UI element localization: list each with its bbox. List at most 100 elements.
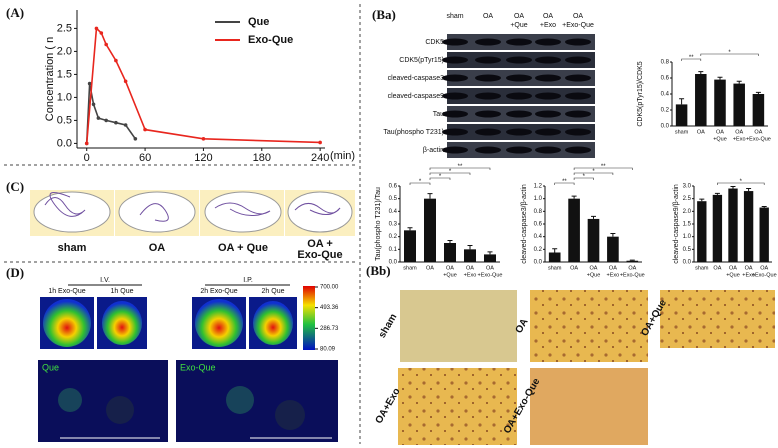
band	[506, 128, 532, 136]
blot-column-label: OA	[573, 13, 583, 20]
band	[506, 56, 532, 64]
x-tick-label: OA	[729, 265, 737, 271]
blot-row-label: cleaved-caspase3	[388, 75, 445, 82]
point	[318, 140, 322, 145]
blot-row-label: β-actin	[423, 147, 444, 154]
band	[535, 56, 561, 64]
band	[565, 74, 591, 82]
y-tick-label: 2.0	[57, 45, 72, 57]
significance-bracket	[700, 53, 759, 56]
blot-row-label: CDK5(pTyr15)	[399, 57, 444, 64]
panel-label: (D)	[6, 265, 24, 280]
y-tick-label: 1.5	[57, 68, 72, 80]
panel-label: (C)	[6, 179, 24, 194]
error-bar	[427, 193, 433, 199]
band	[475, 110, 501, 118]
bar	[626, 260, 639, 262]
y-tick-label: 0.2	[389, 234, 398, 240]
significance-bracket	[429, 177, 451, 180]
band	[442, 74, 468, 82]
histology-image	[530, 368, 648, 445]
x-tick-label: OA	[446, 265, 454, 271]
significance-bracket	[717, 182, 765, 185]
legend-label: Exo-Que	[248, 34, 293, 46]
maze-label: Exo-Que	[297, 249, 342, 261]
point	[104, 42, 108, 47]
colorbar	[303, 286, 315, 350]
cell	[275, 400, 305, 430]
y-tick-label: 2.0	[683, 209, 692, 215]
significance-bracket	[409, 182, 431, 185]
fluorescence-label: Exo-Que	[180, 362, 216, 372]
blot-row-label: cleaved-caspase9	[388, 93, 445, 100]
error-bar	[407, 227, 413, 231]
y-tick-label: 0.0	[661, 124, 670, 130]
band	[506, 74, 532, 82]
band	[475, 38, 501, 46]
significance-label: *	[740, 179, 743, 185]
band	[565, 128, 591, 136]
y-tick-label: 1.0	[534, 196, 543, 202]
maze-images	[30, 190, 355, 236]
bar	[714, 79, 726, 126]
bar	[607, 236, 619, 262]
maze-label: OA +	[307, 238, 333, 250]
point	[123, 123, 128, 127]
band	[565, 110, 591, 118]
x-tick-label: +Que	[726, 272, 740, 278]
x-tick-label: OA	[570, 265, 578, 271]
legend-label: Que	[248, 16, 269, 28]
bar	[697, 201, 707, 262]
track	[139, 203, 169, 222]
x-tick-label: OA	[628, 265, 636, 271]
x-tick-label: 0	[84, 152, 90, 164]
heat-signal	[253, 301, 293, 345]
bar	[464, 249, 476, 262]
colorbar-label: 286.73	[320, 326, 339, 332]
significance-label: *	[439, 174, 442, 180]
y-axis-label: cleaved-caspase3/β-actin	[521, 184, 528, 264]
x-tick-label: +Exo-Que	[752, 272, 777, 278]
y-axis-label: Concentration ( n	[44, 37, 56, 121]
route-label: I.V.	[100, 277, 110, 284]
x-tick-label: sham	[403, 265, 417, 271]
band	[475, 56, 501, 64]
y-tick-label: 0.8	[534, 209, 543, 215]
point	[99, 31, 104, 35]
image-label: 2h Exo-Que	[200, 288, 237, 295]
blot-column-label: OA	[483, 13, 493, 20]
error-bar	[714, 192, 720, 195]
maze	[204, 191, 282, 233]
image-label: 1h Exo-Que	[48, 288, 85, 295]
error-bar	[755, 91, 761, 94]
cell	[106, 396, 134, 424]
y-tick-label: 0.4	[661, 92, 670, 98]
x-tick-label: OA	[466, 265, 474, 271]
significance-label: **	[601, 164, 606, 170]
error-bar	[679, 98, 685, 105]
y-tick-label: 0.8	[661, 60, 670, 66]
y-tick-label: 0.2	[661, 108, 670, 114]
band	[535, 92, 561, 100]
histology-image	[400, 290, 517, 362]
error-bar	[487, 251, 493, 255]
histology	[398, 290, 775, 445]
significance-label: *	[419, 179, 422, 185]
y-tick-label: 0.1	[389, 247, 398, 253]
significance-bracket	[681, 58, 702, 61]
band	[565, 146, 591, 154]
y-tick-label: 1.5	[683, 222, 692, 228]
x-tick-label: 60	[139, 152, 151, 164]
maze-label: sham	[58, 242, 87, 254]
fluorescence-image	[176, 360, 338, 442]
y-tick-label: 0.5	[389, 196, 398, 202]
band	[442, 128, 468, 136]
x-tick-label: +Exo-Que	[746, 136, 771, 142]
image-label: 1h Que	[111, 288, 134, 295]
y-tick-label: 0.5	[683, 247, 692, 253]
y-axis-label: cleaved-caspase9/β-actin	[673, 184, 680, 264]
y-tick-label: 0.3	[389, 222, 398, 228]
band	[475, 74, 501, 82]
bar	[675, 104, 688, 126]
x-tick-label: +Exo	[733, 136, 746, 142]
